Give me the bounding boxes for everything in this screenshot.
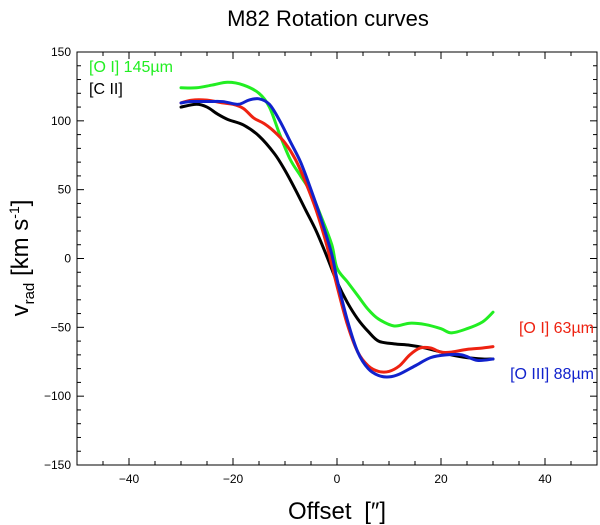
y-axis-title-unit-open: [km s bbox=[7, 219, 34, 283]
chart-title: M82 Rotation curves bbox=[227, 6, 429, 31]
y-axis-title: vrad [km s-1] bbox=[6, 200, 38, 317]
axis-ticks: −40 −20 0 20 40 −150 −100 −50 0 50 100 150 bbox=[44, 45, 598, 486]
series-line-2 bbox=[179, 98, 495, 374]
x-axis-title: Offset [″] bbox=[288, 498, 386, 525]
series-lines bbox=[179, 80, 495, 379]
series-label-0: [O I] 145µm bbox=[89, 59, 173, 76]
x-tick-label: 0 bbox=[334, 472, 341, 486]
x-axis-title-text: Offset bbox=[288, 498, 352, 525]
series-label-2: [O I] 63µm bbox=[519, 320, 594, 337]
y-tick-label: −100 bbox=[44, 389, 71, 403]
plot-frame bbox=[76, 51, 598, 466]
y-tick-label: 0 bbox=[64, 252, 71, 266]
x-tick-label: −40 bbox=[119, 472, 140, 486]
x-tick-label: 20 bbox=[434, 472, 448, 486]
y-axis-title-sub: rad bbox=[21, 283, 38, 305]
y-tick-label: −150 bbox=[44, 458, 71, 472]
series-labels: [O I] 145µm [C II] [O I] 63µm [O III] 88µm bbox=[89, 59, 594, 383]
y-axis-title-unit-close: ] bbox=[7, 200, 34, 207]
series-label-1: [C II] bbox=[89, 81, 123, 98]
series-line-1 bbox=[179, 102, 495, 361]
y-axis-title-main: v bbox=[7, 304, 34, 316]
y-tick-label: 100 bbox=[51, 114, 71, 128]
x-tick-label: −20 bbox=[223, 472, 244, 486]
y-tick-label: 150 bbox=[51, 45, 71, 59]
series-label-3: [O III] 88µm bbox=[510, 366, 594, 383]
series-line-0 bbox=[179, 80, 495, 335]
x-tick-label: 40 bbox=[538, 472, 552, 486]
y-tick-label: −50 bbox=[51, 320, 72, 334]
y-tick-label: 50 bbox=[58, 183, 72, 197]
x-axis-title-unit: [″] bbox=[364, 498, 386, 525]
series-line-3 bbox=[179, 97, 495, 379]
y-axis-title-unit-sup: -1 bbox=[6, 206, 22, 219]
